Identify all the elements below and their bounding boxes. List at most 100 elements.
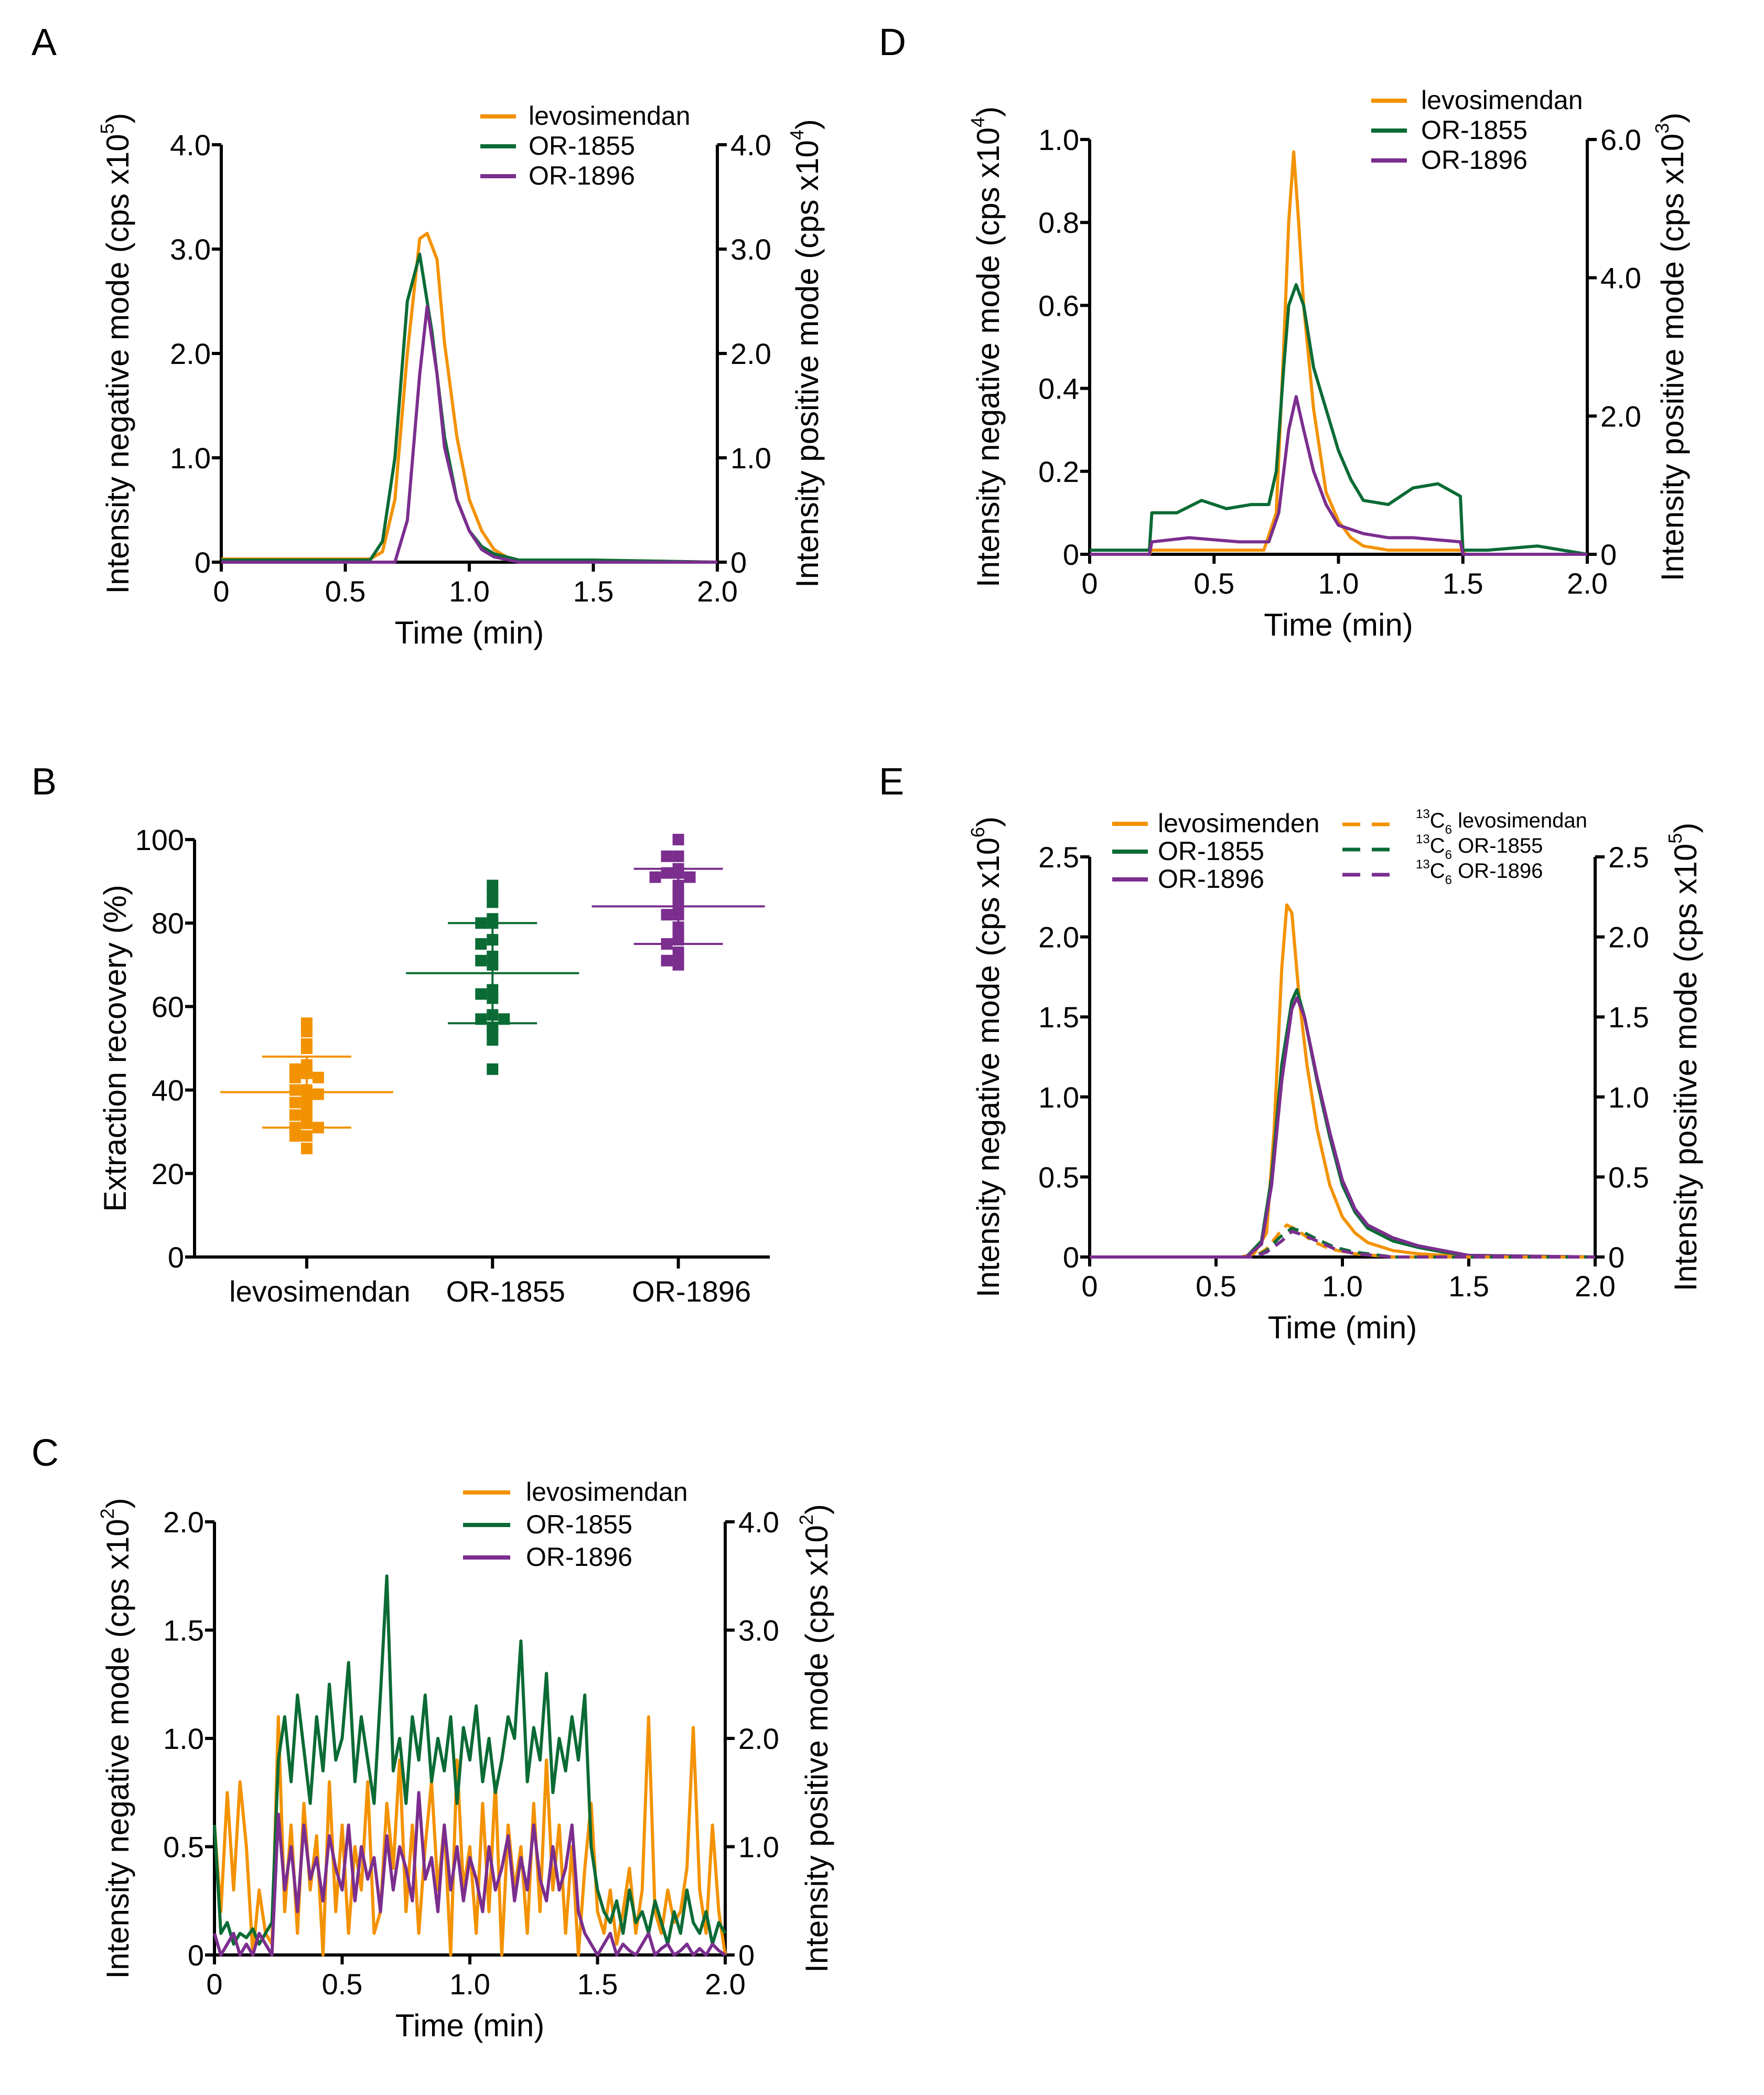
ylabel-close: ) (971, 106, 1006, 117)
y-tick-label: 60 (152, 990, 184, 1023)
legend-label: levosimendan (529, 101, 691, 131)
data-point (289, 1084, 301, 1096)
y2-tick-label: 2.0 (738, 1722, 779, 1755)
legend-label: levosimendan (526, 1477, 688, 1507)
panel-letter: E (879, 761, 904, 803)
data-point (487, 896, 499, 908)
legend-label: OR-1896 (529, 161, 635, 190)
y2-tick-label: 0 (1608, 1241, 1625, 1274)
mean-sd-levosimendan (220, 1055, 393, 1129)
data-point (487, 1034, 499, 1046)
data-point (289, 1109, 301, 1121)
axes (212, 143, 727, 572)
y-tick-label: 0 (1063, 1241, 1079, 1274)
x-tick-label: 0 (1081, 1270, 1098, 1303)
data-point (300, 1043, 313, 1054)
y2-tick-label: 0 (738, 1939, 755, 1972)
panel-letter: A (31, 22, 57, 63)
axes (185, 838, 770, 1269)
ylabel-label: Intensity negative mode (cps x106) (967, 816, 1006, 1297)
x-tick-label: 0.5 (1193, 567, 1234, 600)
isotope-base: C (1430, 809, 1445, 832)
x-axis-label: Time (min) (395, 615, 544, 650)
y-tick-label: 0.5 (1038, 1161, 1079, 1194)
y2label-label: Intensity positive mode (cps x104) (786, 119, 825, 588)
legend-label: OR-1855 (1158, 836, 1264, 866)
x-tick-label: 2.0 (705, 1968, 746, 2001)
x-tick-label: 2.0 (1567, 567, 1608, 600)
legend-label: OR-1855 (529, 131, 635, 160)
legend-label-isotope: 13C6 OR-1855 (1416, 832, 1543, 862)
y2-tick-label: 1.0 (1608, 1081, 1649, 1114)
y2label-text: Intensity positive mode (cps x10 (1655, 134, 1690, 582)
data-point (475, 1013, 487, 1025)
legend-label: OR-1896 (526, 1542, 632, 1572)
y2label-close: ) (799, 1504, 834, 1514)
series-line-OR-1855 (213, 1574, 727, 1946)
y-tick-label: 1.0 (170, 442, 211, 475)
ylabel-exponent: 5 (96, 123, 118, 134)
y2label-label: Intensity positive mode (cps x105) (1664, 823, 1703, 1292)
ylabel-text: Intensity negative mode (cps x10 (971, 837, 1006, 1297)
y2-tick-label: 2.0 (730, 337, 771, 370)
ylabel-exponent: 2 (96, 1508, 118, 1519)
y-tick-label: 0 (1063, 538, 1079, 571)
panel-letter: C (31, 1432, 59, 1474)
isotope-base: C (1430, 834, 1445, 857)
data-point (312, 1088, 324, 1100)
y2label-text: Intensity positive mode (cps x10 (799, 1525, 834, 1973)
panel-letter: B (31, 761, 57, 803)
y-tick-label: 0 (195, 546, 211, 579)
data-point (661, 867, 673, 879)
x-tick-label: 0.5 (325, 575, 366, 608)
series-group (213, 1574, 727, 1957)
y2-tick-label: 4.0 (730, 128, 771, 162)
data-point (661, 954, 673, 966)
series-line-OR-1855 (1090, 283, 1588, 556)
x-tick-label: 1.5 (577, 1968, 618, 2001)
x-axis-label: Time (min) (1268, 1310, 1417, 1345)
y2-tick-label: 2.0 (1608, 921, 1649, 954)
y-tick-label: 0.4 (1038, 372, 1079, 405)
y2-tick-label: 1.5 (1608, 1001, 1649, 1034)
isotope-base: C (1430, 860, 1445, 883)
ylabel-label: Intensity negative mode (cps x105) (96, 113, 135, 594)
y-tick-label: 1.5 (163, 1614, 204, 1647)
panel-A: A 0 1.0 2.0 3.0 4.0 Intensity negative mode (c… (31, 22, 825, 650)
y-tick-label: 2.0 (163, 1506, 204, 1539)
panel-letter: D (879, 22, 906, 63)
y2-tick-label: 4.0 (1600, 262, 1641, 295)
data-point (487, 1063, 499, 1075)
x-tick-label: 1.0 (1322, 1270, 1363, 1303)
y2label-close: ) (790, 119, 825, 130)
y-tick-label: 40 (152, 1074, 184, 1107)
data-point (289, 1097, 301, 1109)
data-point (289, 1130, 301, 1142)
y2label-text: Intensity positive mode (cps x10 (1668, 844, 1703, 1292)
panel-C: C 0 0.5 1.0 1.5 2.0 Intensity negative mode (c… (31, 1432, 834, 2043)
ylabel-label: Extraction recovery (%) (98, 885, 133, 1212)
y-tick-label: 20 (152, 1157, 184, 1190)
x-axis-label: Time (min) (395, 2008, 544, 2043)
y2-tick-label: 0 (1600, 538, 1617, 571)
y-tick-label: 1.5 (1038, 1001, 1079, 1034)
y2label-label: Intensity positive mode (cps x103) (1651, 113, 1690, 582)
panel-D: D 0 0.2 0.4 0.6 0.8 1.0 Intensity negative mode… (879, 22, 1690, 642)
data-point (475, 988, 487, 1000)
series-line-13C6-OR-1896 (1090, 1230, 1595, 1259)
data-point (300, 1130, 313, 1142)
data-point (661, 909, 673, 921)
legend-label: levosimendan (1421, 85, 1583, 115)
data-point (475, 938, 487, 950)
isotope-sub: 6 (1445, 848, 1452, 862)
x-tick-label: levosimendan (229, 1275, 411, 1308)
x-tick-label: 1.5 (1448, 1270, 1489, 1303)
y2-tick-label: 6.0 (1600, 123, 1641, 156)
isotope-sub: 6 (1445, 873, 1452, 887)
data-point (312, 1071, 324, 1083)
y2-tick-label: 2.5 (1608, 841, 1649, 874)
